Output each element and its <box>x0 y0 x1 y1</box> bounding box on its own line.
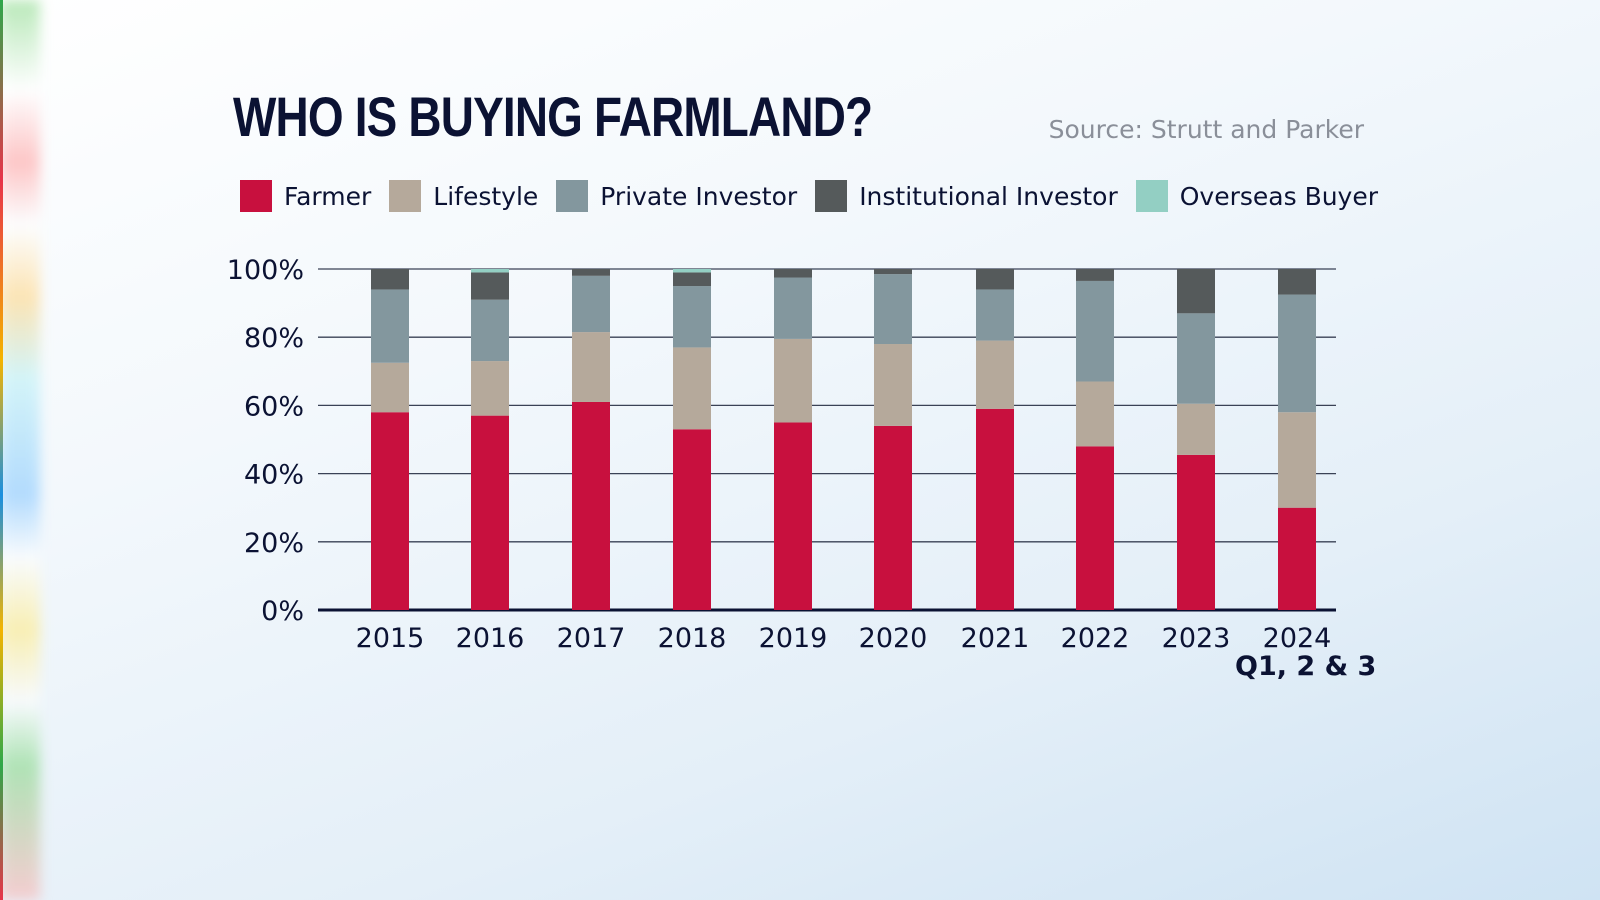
bar-segment-private-investor <box>572 275 610 333</box>
bar-segment-institutional-investor <box>673 272 711 287</box>
bar-segment-farmer <box>371 412 409 610</box>
legend-item: Overseas Buyer <box>1135 180 1379 212</box>
bar-segment-farmer <box>1278 507 1316 610</box>
bar-segment-private-investor <box>471 299 509 362</box>
bar-segment-lifestyle <box>572 332 610 402</box>
bar-segment-farmer <box>774 422 812 610</box>
bar-segment-farmer <box>976 408 1014 610</box>
bar-segment-lifestyle <box>371 362 409 413</box>
bar-segment-lifestyle <box>673 347 711 430</box>
legend-swatch <box>240 180 272 212</box>
bar-segment-lifestyle <box>471 361 509 416</box>
chart-title: WHO IS BUYING FARMLAND? <box>233 85 873 148</box>
x-tick-label: 2023 <box>1162 623 1231 654</box>
bar-segment-institutional-investor <box>1278 269 1316 295</box>
bar-segment-private-investor <box>371 289 409 363</box>
bar-segment-farmer <box>471 415 509 610</box>
bar-segment-private-investor <box>774 277 812 339</box>
y-tick-label: 40% <box>244 460 304 491</box>
legend-swatch <box>815 180 848 212</box>
bar-segment-institutional-investor <box>774 269 812 278</box>
x-tick-label: 2019 <box>759 623 828 654</box>
bar-segment-overseas-buyer <box>471 269 509 273</box>
bar-segment-private-investor <box>1076 280 1114 382</box>
bar-segment-private-investor <box>1278 294 1316 413</box>
x-tick-note: Q1, 2 & 3 <box>1235 651 1377 682</box>
bar-segment-institutional-investor <box>371 269 409 290</box>
bar-segment-private-investor <box>874 274 912 345</box>
y-tick-label: 60% <box>244 391 304 422</box>
legend-label: Institutional Investor <box>859 181 1118 211</box>
y-tick-label: 80% <box>244 323 304 354</box>
bar-segment-private-investor <box>673 286 711 348</box>
bar-segment-lifestyle <box>1278 412 1316 508</box>
bar-segment-lifestyle <box>976 340 1014 409</box>
y-tick-label: 100% <box>227 255 304 286</box>
legend-swatch <box>389 180 422 212</box>
bar-segment-institutional-investor <box>976 269 1014 290</box>
bar-segment-farmer <box>572 401 610 610</box>
x-tick-label: 2022 <box>1061 623 1130 654</box>
bar-segment-private-investor <box>976 289 1014 341</box>
legend-item: Lifestyle <box>389 180 538 212</box>
x-tick-label: 2015 <box>356 623 425 654</box>
bar-segment-lifestyle <box>1076 381 1114 447</box>
source-note: Source: Strutt and Parker <box>1048 115 1364 144</box>
decorative-edge-line <box>0 0 3 900</box>
bar-segment-institutional-investor <box>572 269 610 276</box>
x-tick-label: 2017 <box>557 623 626 654</box>
x-tick-label: 2021 <box>961 623 1030 654</box>
bar-segment-lifestyle <box>1177 403 1215 455</box>
legend-item: Farmer <box>240 180 371 212</box>
legend-label: Overseas Buyer <box>1179 181 1379 211</box>
bar-segment-institutional-investor <box>471 272 509 300</box>
legend-item: Institutional Investor <box>815 180 1118 212</box>
bar-segment-farmer <box>1177 454 1215 610</box>
bar-segment-farmer <box>1076 446 1114 610</box>
decorative-edge <box>0 0 40 900</box>
y-tick-label: 0% <box>261 596 304 627</box>
legend-label: Private Investor <box>600 181 798 211</box>
x-tick-label: 2024 <box>1263 623 1332 654</box>
bar-segment-lifestyle <box>874 344 912 426</box>
bar-segment-institutional-investor <box>874 269 912 275</box>
bar-segment-farmer <box>673 429 711 610</box>
legend-swatch <box>1135 180 1168 212</box>
bar-segment-private-investor <box>1177 313 1215 404</box>
x-tick-label: 2016 <box>456 623 525 654</box>
legend-swatch <box>556 180 589 212</box>
legend-item: Private Investor <box>556 180 797 212</box>
y-tick-label: 20% <box>244 528 304 559</box>
legend-label: Farmer <box>284 181 372 211</box>
legend-label: Lifestyle <box>433 181 539 211</box>
legend: Farmer Lifestyle Private Investor Instituti… <box>240 180 1378 212</box>
bar-segment-institutional-investor <box>1177 269 1215 314</box>
bar-segment-institutional-investor <box>1076 269 1114 281</box>
bar-segment-overseas-buyer <box>673 269 711 273</box>
bar-segment-farmer <box>874 425 912 610</box>
x-tick-label: 2018 <box>658 623 727 654</box>
bar-segment-lifestyle <box>774 338 812 423</box>
x-tick-label: 2020 <box>859 623 928 654</box>
